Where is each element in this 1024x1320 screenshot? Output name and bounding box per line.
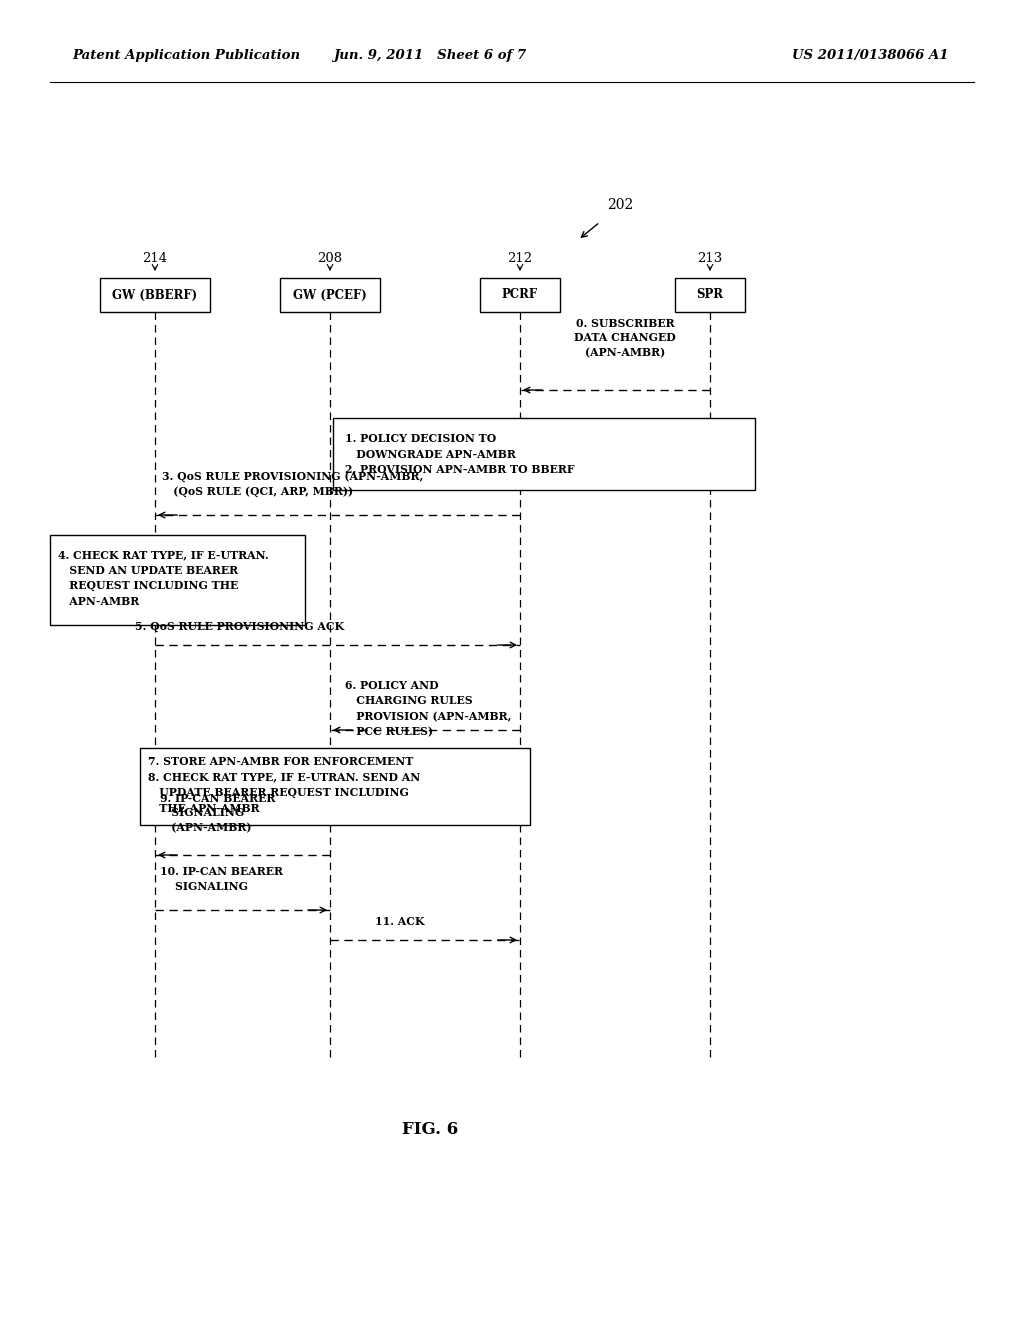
Text: GW (BBERF): GW (BBERF) [113,289,198,301]
Text: 7. STORE APN-AMBR FOR ENFORCEMENT
8. CHECK RAT TYPE, IF E-UTRAN. SEND AN
   UPDA: 7. STORE APN-AMBR FOR ENFORCEMENT 8. CHE… [148,756,420,814]
Text: GW (PCEF): GW (PCEF) [293,289,367,301]
Text: 10. IP-CAN BEARER
    SIGNALING: 10. IP-CAN BEARER SIGNALING [160,866,283,892]
Text: 212: 212 [508,252,532,264]
Text: PCRF: PCRF [502,289,538,301]
Text: Patent Application Publication: Patent Application Publication [72,49,300,62]
Text: FIG. 6: FIG. 6 [401,1122,458,1138]
Bar [100,279,210,312]
Text: 5. QoS RULE PROVISIONING ACK: 5. QoS RULE PROVISIONING ACK [135,620,344,632]
Text: 6. POLICY AND
   CHARGING RULES
   PROVISION (APN-AMBR,
   PCC RULES): 6. POLICY AND CHARGING RULES PROVISION (… [345,680,511,738]
Text: 202: 202 [607,198,633,213]
Text: 0. SUBSCRIBER
DATA CHANGED
(APN-AMBR): 0. SUBSCRIBER DATA CHANGED (APN-AMBR) [574,318,676,358]
Text: 4. CHECK RAT TYPE, IF E-UTRAN.
   SEND AN UPDATE BEARER
   REQUEST INCLUDING THE: 4. CHECK RAT TYPE, IF E-UTRAN. SEND AN U… [58,549,268,607]
Bar [280,279,380,312]
Bar [50,535,305,624]
Text: 1. POLICY DECISION TO
   DOWNGRADE APN-AMBR
2. PROVISION APN-AMBR TO BBERF: 1. POLICY DECISION TO DOWNGRADE APN-AMBR… [345,433,574,475]
Text: 9. IP-CAN BEARER
   SIGNALING
   (APN-AMBR): 9. IP-CAN BEARER SIGNALING (APN-AMBR) [160,793,275,833]
Text: SPR: SPR [696,289,724,301]
Text: 3. QoS RULE PROVISIONING (APN-AMBR,
   (QoS RULE (QCI, ARP, MBR)): 3. QoS RULE PROVISIONING (APN-AMBR, (QoS… [162,471,423,498]
Bar [675,279,745,312]
Text: 11. ACK: 11. ACK [375,916,425,927]
Bar [333,418,755,490]
Text: 213: 213 [697,252,723,264]
Bar [140,748,530,825]
Text: Jun. 9, 2011   Sheet 6 of 7: Jun. 9, 2011 Sheet 6 of 7 [334,49,526,62]
Text: 214: 214 [142,252,168,264]
Text: US 2011/0138066 A1: US 2011/0138066 A1 [792,49,948,62]
Bar [480,279,560,312]
Text: 208: 208 [317,252,343,264]
